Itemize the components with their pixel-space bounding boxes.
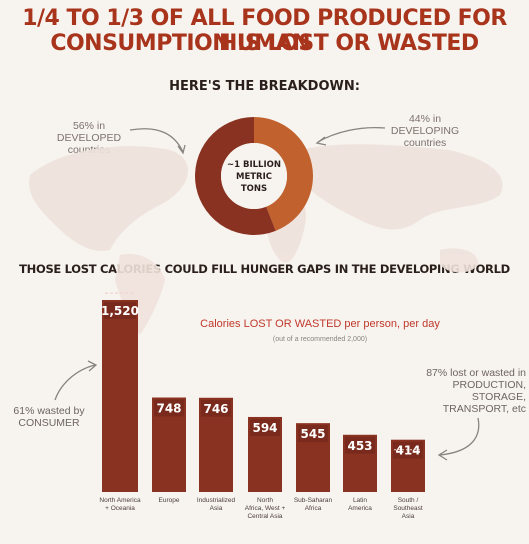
bar-1 xyxy=(102,300,138,492)
headline-line-1: 1/4 TO 1/3 OF ALL FOOD PRODUCED FOR HUMA… xyxy=(22,6,507,56)
developing-arrowhead xyxy=(315,136,327,146)
consumer-annotation: 61% wasted by CONSUMER xyxy=(6,405,92,429)
category-label-3-line-2: Asia xyxy=(210,505,223,512)
consumer-arrowhead xyxy=(87,360,98,372)
bar-value-label-7: 414 xyxy=(395,444,420,458)
category-label-7-line-1: South / xyxy=(398,497,419,504)
bar-value-label-2: 748 xyxy=(156,402,181,416)
bar-value-background-5 xyxy=(298,425,328,443)
developing-arrow xyxy=(317,126,386,143)
developing-pct: 44% in xyxy=(408,113,442,125)
donut-chart: ~1 BILLION METRIC TONS xyxy=(195,117,313,236)
world-map-background xyxy=(29,144,503,335)
developed-arrow xyxy=(129,128,184,153)
category-label-7-line-3: Asia xyxy=(402,513,415,520)
category-label-7-line-2: Southeast xyxy=(393,505,422,512)
category-label-6-line-1: Latin xyxy=(353,497,367,504)
bar-value-label-1: 1,520 xyxy=(101,304,139,318)
category-label-4-line-1: North xyxy=(257,497,273,504)
donut-center-line-3: TONS xyxy=(241,184,267,194)
headline-line-2: CONSUMPTION IS LOST OR WASTED xyxy=(50,31,479,56)
category-label-1-line-2: + Oceania xyxy=(105,505,135,512)
category-label-4-line-2: Africa, West + xyxy=(245,505,286,512)
consumer-line-1: 61% wasted by xyxy=(13,405,85,417)
bar-value-background-4 xyxy=(250,418,280,436)
consumer-line-2: CONSUMER xyxy=(18,417,80,429)
donut-slice-developed xyxy=(195,117,276,236)
category-label-1-line-1: North America xyxy=(99,497,141,504)
production-line-3: STORAGE, xyxy=(471,391,526,403)
category-label-5-line-2: Africa xyxy=(305,505,322,512)
developed-arrowhead xyxy=(177,144,186,155)
bar-value-background-6 xyxy=(345,436,375,454)
category-label-2-line-1: Europe xyxy=(159,497,180,504)
bar-value-label-6: 453 xyxy=(347,439,372,453)
category-label-4-line-3: Central Asia xyxy=(247,513,282,520)
donut-center-line-1: ~1 BILLION xyxy=(227,160,281,170)
category-label-6-line-2: America xyxy=(348,505,372,512)
developing-note: 44% in DEVELOPING countries xyxy=(385,113,465,149)
production-line-2: PRODUCTION, xyxy=(452,379,527,391)
chart-title: Calories LOST OR WASTED per person, per … xyxy=(200,318,440,330)
donut-center-line-2: METRIC xyxy=(236,172,272,182)
bar-value-label-4: 594 xyxy=(252,421,277,435)
production-arrow xyxy=(439,417,480,456)
bar-value-background-2 xyxy=(154,399,184,417)
production-arrowhead xyxy=(437,449,448,461)
category-label-3-line-1: Industrialized xyxy=(197,497,236,504)
bar-value-background-3 xyxy=(201,399,231,417)
breakdown-title: HERE'S THE BREAKDOWN: xyxy=(169,79,360,94)
category-label-5-line-1: Sub-Saharan xyxy=(294,497,333,504)
production-line-4: TRANSPORT, etc xyxy=(442,403,526,415)
bar-value-label-3: 746 xyxy=(203,402,228,416)
developed-pct: 56% in xyxy=(72,120,106,132)
donut-hole xyxy=(221,143,287,209)
bar-value-label-5: 545 xyxy=(300,427,325,441)
production-annotation: 87% lost or wasted in PRODUCTION, STORAG… xyxy=(402,367,526,415)
bar-value-background-1 xyxy=(104,302,136,319)
developed-label: DEVELOPED xyxy=(56,132,122,144)
chart-subtitle: (out of a recommended 2,000) xyxy=(273,336,367,343)
production-line-1: 87% lost or wasted in xyxy=(426,367,526,379)
consumer-arrow xyxy=(54,364,96,401)
developing-countries: countries xyxy=(403,137,447,149)
donut-slice-developing xyxy=(254,117,313,231)
developing-label: DEVELOPING xyxy=(390,125,460,137)
